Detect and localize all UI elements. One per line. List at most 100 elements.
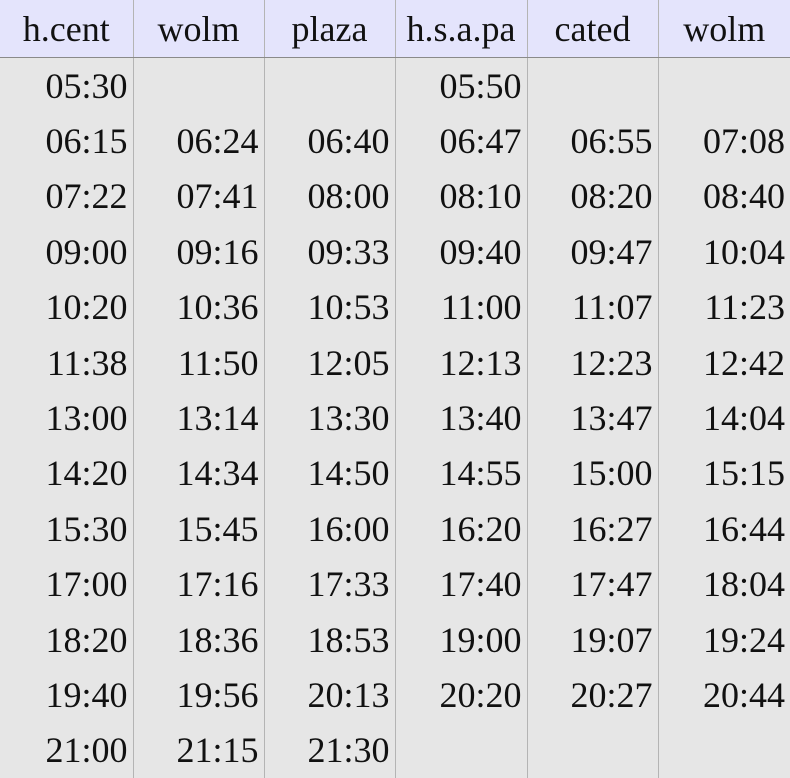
stop-header: h.s.a.pa — [395, 0, 527, 58]
departure-time-cell: 12:13 — [395, 335, 527, 390]
departure-time-cell: 15:00 — [527, 446, 658, 501]
stop-header: wolm — [133, 0, 264, 58]
departure-time-cell: 09:47 — [527, 224, 658, 279]
departure-time-cell: 11:00 — [395, 280, 527, 335]
departure-time-cell: 19:07 — [527, 612, 658, 667]
departure-time-cell: 12:42 — [658, 335, 790, 390]
departure-time-cell: 06:40 — [264, 113, 395, 168]
departure-time-cell: 11:38 — [0, 335, 133, 390]
departure-time-cell: 13:14 — [133, 390, 264, 445]
departure-time-cell — [658, 58, 790, 114]
departure-time-cell — [133, 58, 264, 114]
departure-time-cell: 11:23 — [658, 280, 790, 335]
departure-time-cell: 20:44 — [658, 667, 790, 722]
departure-time-cell — [395, 723, 527, 778]
departure-time-cell: 18:04 — [658, 557, 790, 612]
departure-time-cell: 14:20 — [0, 446, 133, 501]
departure-time-cell: 10:20 — [0, 280, 133, 335]
departure-time-cell: 09:33 — [264, 224, 395, 279]
departure-time-cell: 16:44 — [658, 501, 790, 556]
stop-header: wolm — [658, 0, 790, 58]
departure-time-cell: 19:24 — [658, 612, 790, 667]
departure-time-cell: 21:00 — [0, 723, 133, 778]
departure-time-cell: 17:40 — [395, 557, 527, 612]
departure-time-cell: 07:08 — [658, 113, 790, 168]
departure-time-cell: 13:47 — [527, 390, 658, 445]
departure-time-cell: 17:33 — [264, 557, 395, 612]
departure-time-cell: 16:00 — [264, 501, 395, 556]
stop-header: h.cent — [0, 0, 133, 58]
header-row: h.cent wolm plaza h.s.a.pa cated wolm — [0, 0, 790, 58]
departure-time-cell — [527, 58, 658, 114]
departure-time-cell: 14:55 — [395, 446, 527, 501]
departure-time-cell: 16:27 — [527, 501, 658, 556]
departure-time-cell — [658, 723, 790, 778]
departure-time-cell: 05:50 — [395, 58, 527, 114]
departure-time-cell: 11:50 — [133, 335, 264, 390]
departure-time-cell: 19:40 — [0, 667, 133, 722]
departure-time-cell: 14:50 — [264, 446, 395, 501]
departure-time-cell: 15:15 — [658, 446, 790, 501]
departure-time-cell — [264, 58, 395, 114]
departure-time-cell: 21:30 — [264, 723, 395, 778]
departure-time-cell: 08:40 — [658, 169, 790, 224]
departure-time-cell: 20:20 — [395, 667, 527, 722]
departure-time-cell: 06:47 — [395, 113, 527, 168]
departure-time-cell: 12:23 — [527, 335, 658, 390]
departure-time-cell: 17:47 — [527, 557, 658, 612]
departure-time-cell: 18:36 — [133, 612, 264, 667]
departure-time-cell: 12:05 — [264, 335, 395, 390]
stop-header: plaza — [264, 0, 395, 58]
departure-time-cell: 13:40 — [395, 390, 527, 445]
departure-time-cell: 07:41 — [133, 169, 264, 224]
departure-time-cell: 08:20 — [527, 169, 658, 224]
departure-time-cell: 08:00 — [264, 169, 395, 224]
table-row: 05:30 05:50 — [0, 58, 790, 114]
departure-time-cell: 06:24 — [133, 113, 264, 168]
departure-time-cell: 17:16 — [133, 557, 264, 612]
departure-time-cell: 06:15 — [0, 113, 133, 168]
departure-time-cell: 18:53 — [264, 612, 395, 667]
stop-header: cated — [527, 0, 658, 58]
departure-time-cell: 10:04 — [658, 224, 790, 279]
departure-time-cell: 20:27 — [527, 667, 658, 722]
departure-time-cell: 09:40 — [395, 224, 527, 279]
departure-time-cell: 17:00 — [0, 557, 133, 612]
departure-time-cell: 15:45 — [133, 501, 264, 556]
departure-time-cell: 21:15 — [133, 723, 264, 778]
departure-time-cell: 08:10 — [395, 169, 527, 224]
departure-time-cell: 13:30 — [264, 390, 395, 445]
departure-time-cell: 10:36 — [133, 280, 264, 335]
departure-time-cell: 19:56 — [133, 667, 264, 722]
timetable-header: h.cent wolm plaza h.s.a.pa cated wolm — [0, 0, 790, 58]
departure-time-cell: 19:00 — [395, 612, 527, 667]
departure-time-cell: 16:20 — [395, 501, 527, 556]
departure-time-cell: 07:22 — [0, 169, 133, 224]
departure-time-cell: 09:16 — [133, 224, 264, 279]
departure-time-cell: 11:07 — [527, 280, 658, 335]
departure-time-cell: 18:20 — [0, 612, 133, 667]
departure-time-cell: 13:00 — [0, 390, 133, 445]
departure-time-cell: 05:30 — [0, 58, 133, 114]
departure-time-cell: 10:53 — [264, 280, 395, 335]
departure-time-cell — [527, 723, 658, 778]
departure-time-cell: 06:55 — [527, 113, 658, 168]
departure-time-cell: 20:13 — [264, 667, 395, 722]
departure-time-cell: 09:00 — [0, 224, 133, 279]
departure-time-cell: 14:34 — [133, 446, 264, 501]
departure-time-cell: 14:04 — [658, 390, 790, 445]
